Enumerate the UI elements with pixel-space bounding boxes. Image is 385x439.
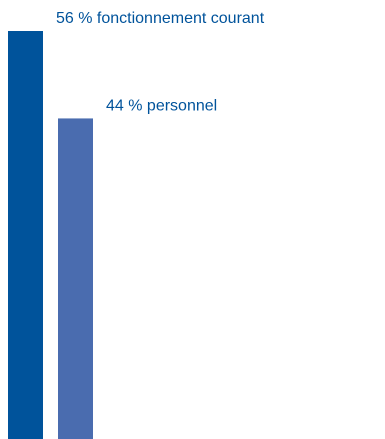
bars-group	[8, 31, 93, 439]
labels-group: 56 % fonctionnement courant 44 % personne…	[56, 10, 265, 114]
bar-0	[8, 31, 43, 439]
bar-label-1: 44 % personnel	[106, 97, 217, 114]
bar-label-0: 56 % fonctionnement courant	[56, 10, 265, 27]
bar-1	[58, 118, 93, 439]
